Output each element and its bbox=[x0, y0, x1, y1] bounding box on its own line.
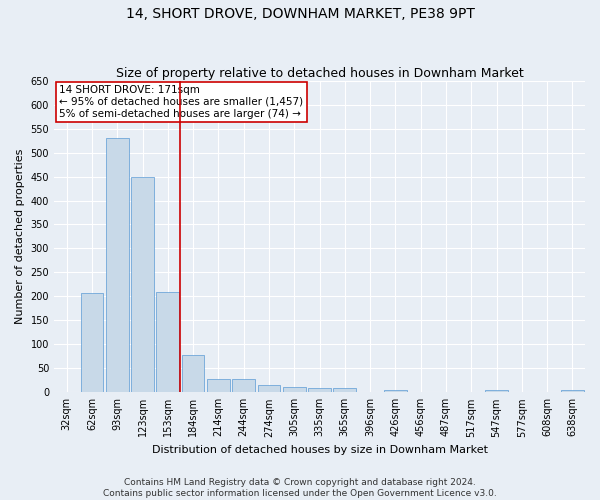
Bar bbox=[207, 380, 230, 392]
Bar bbox=[334, 388, 356, 392]
Bar bbox=[308, 388, 331, 392]
Title: Size of property relative to detached houses in Downham Market: Size of property relative to detached ho… bbox=[116, 66, 523, 80]
Bar bbox=[232, 380, 255, 392]
Bar bbox=[182, 355, 205, 393]
Y-axis label: Number of detached properties: Number of detached properties bbox=[15, 149, 25, 324]
Bar bbox=[384, 390, 407, 392]
Bar bbox=[80, 293, 103, 392]
Bar bbox=[485, 390, 508, 392]
Bar bbox=[257, 385, 280, 392]
Bar bbox=[106, 138, 128, 392]
X-axis label: Distribution of detached houses by size in Downham Market: Distribution of detached houses by size … bbox=[152, 445, 488, 455]
Text: Contains HM Land Registry data © Crown copyright and database right 2024.
Contai: Contains HM Land Registry data © Crown c… bbox=[103, 478, 497, 498]
Bar bbox=[283, 386, 305, 392]
Bar bbox=[157, 292, 179, 392]
Bar bbox=[561, 390, 584, 392]
Text: 14 SHORT DROVE: 171sqm
← 95% of detached houses are smaller (1,457)
5% of semi-d: 14 SHORT DROVE: 171sqm ← 95% of detached… bbox=[59, 86, 304, 118]
Bar bbox=[131, 176, 154, 392]
Text: 14, SHORT DROVE, DOWNHAM MARKET, PE38 9PT: 14, SHORT DROVE, DOWNHAM MARKET, PE38 9P… bbox=[125, 8, 475, 22]
